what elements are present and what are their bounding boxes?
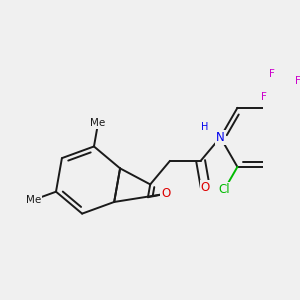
Text: O: O [201, 181, 210, 194]
Text: O: O [161, 187, 170, 200]
Text: F: F [269, 69, 275, 79]
Text: F: F [261, 92, 267, 101]
Text: N: N [216, 131, 225, 144]
Text: Me: Me [91, 118, 106, 128]
Text: Me: Me [26, 195, 41, 205]
Text: H: H [201, 122, 209, 132]
Text: F: F [295, 76, 300, 86]
Text: Cl: Cl [219, 183, 230, 196]
